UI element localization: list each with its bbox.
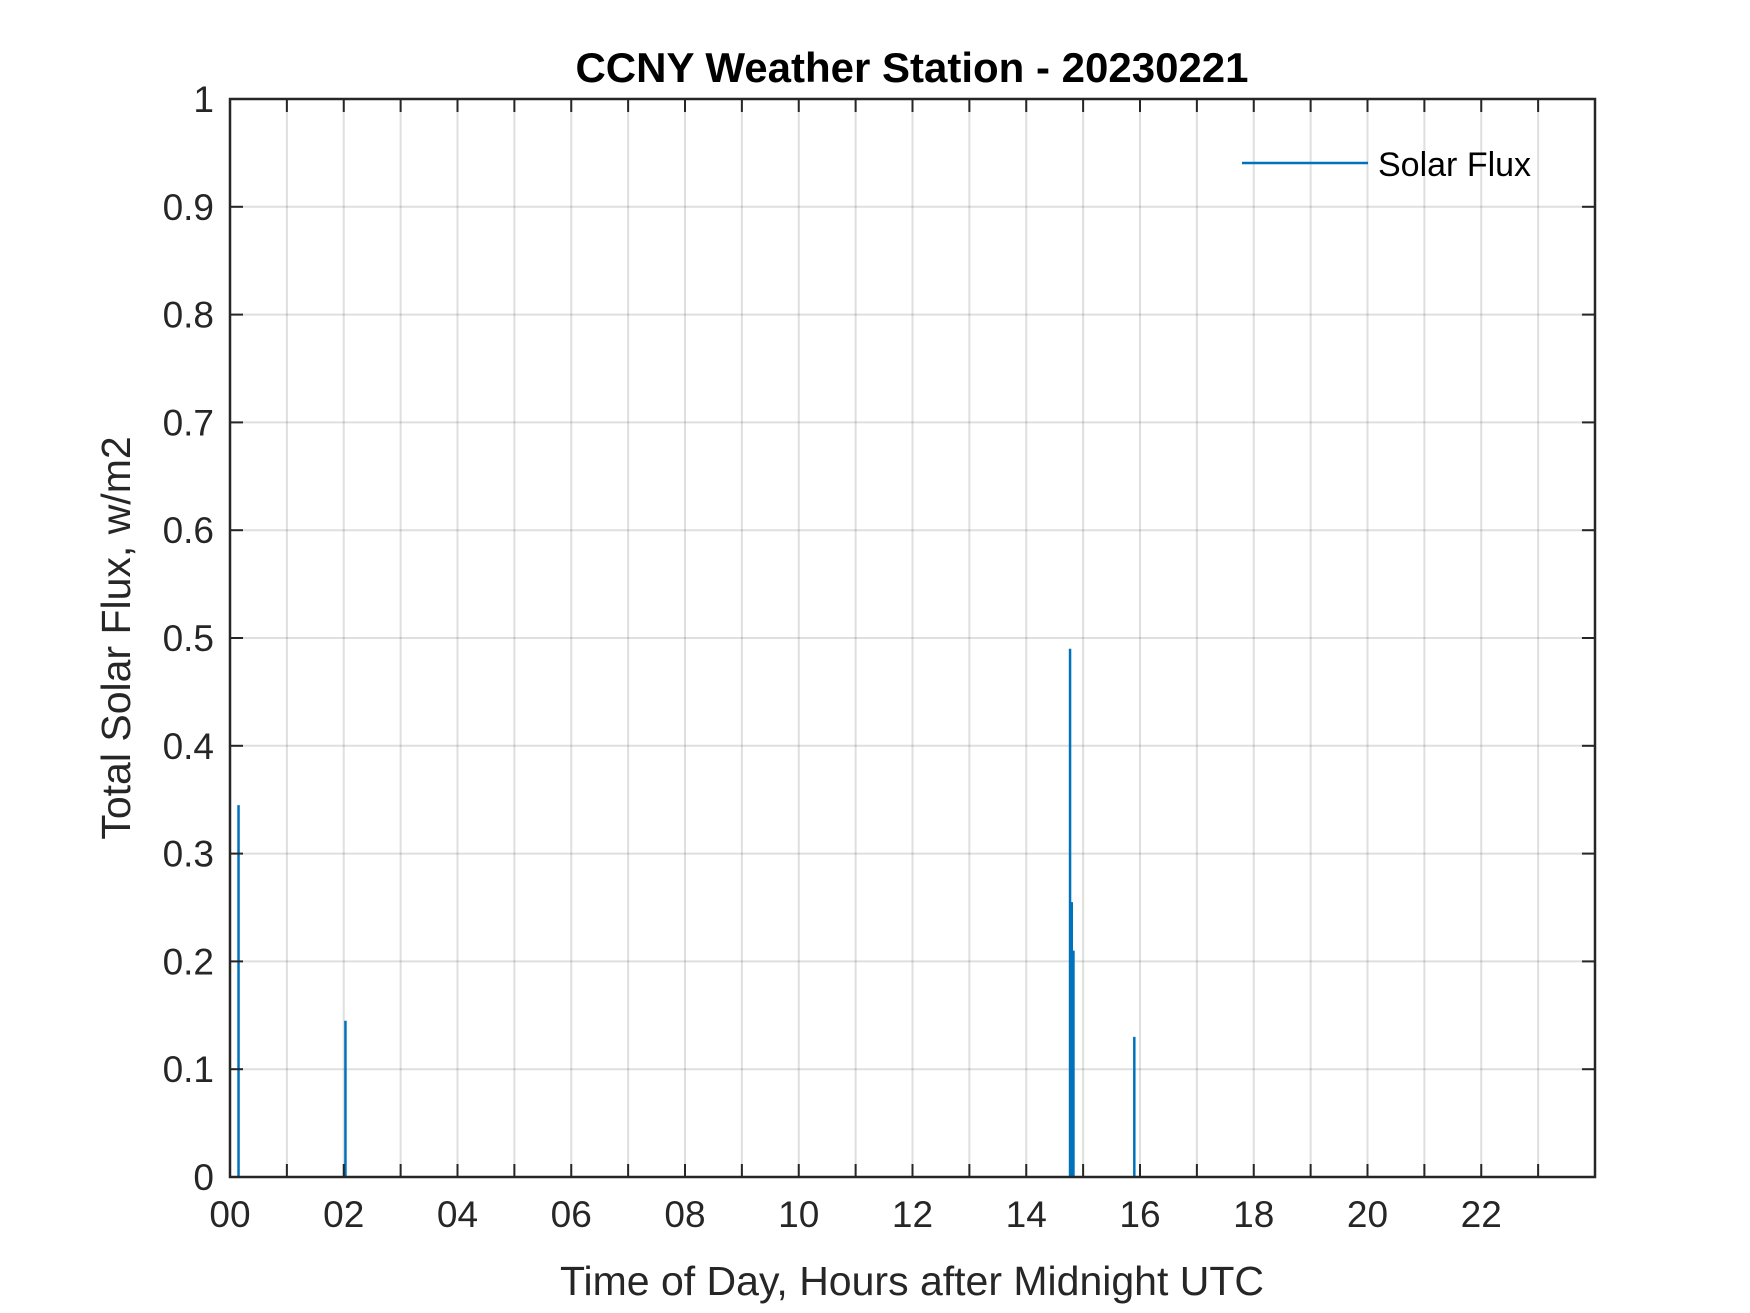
x-tick-label: 10 xyxy=(778,1194,819,1235)
y-tick-label: 0.3 xyxy=(163,834,214,875)
x-tick-label: 20 xyxy=(1347,1194,1388,1235)
x-tick-label: 02 xyxy=(323,1194,364,1235)
axes xyxy=(228,97,1597,1179)
y-tick-label: 0.8 xyxy=(163,295,214,336)
y-axis-label: Total Solar Flux, w/m2 xyxy=(93,436,139,839)
legend-label-solar-flux: Solar Flux xyxy=(1378,146,1531,184)
x-tick-label: 16 xyxy=(1119,1194,1160,1235)
plot-background xyxy=(230,99,1595,1177)
tick-labels: 00 02 04 06 08 10 12 14 16 18 20 22 0 0.1 0.2 0.3 0.4 0.5… xyxy=(163,79,1502,1235)
grid xyxy=(230,99,1595,1177)
y-tick-label: 0.6 xyxy=(163,510,214,551)
y-tick-label: 0.1 xyxy=(163,1049,214,1090)
y-tick-label: 0 xyxy=(193,1157,214,1198)
y-tick-label: 1 xyxy=(193,79,214,120)
chart-title: CCNY Weather Station - 20230221 xyxy=(575,44,1248,91)
x-tick-label: 04 xyxy=(437,1194,478,1235)
x-tick-label: 12 xyxy=(892,1194,933,1235)
x-tick-label: 18 xyxy=(1233,1194,1274,1235)
x-tick-label: 22 xyxy=(1461,1194,1502,1235)
x-tick-label: 08 xyxy=(664,1194,705,1235)
legend: Solar Flux xyxy=(1242,146,1531,184)
y-tick-label: 0.5 xyxy=(163,618,214,659)
y-tick-label: 0.7 xyxy=(163,402,214,443)
x-tick-label: 00 xyxy=(209,1194,250,1235)
x-tick-label: 06 xyxy=(551,1194,592,1235)
y-tick-label: 0.4 xyxy=(163,726,214,767)
y-tick-label: 0.9 xyxy=(163,187,214,228)
x-axis-label: Time of Day, Hours after Midnight UTC xyxy=(560,1258,1264,1304)
x-tick-label: 14 xyxy=(1006,1194,1047,1235)
series-solar-flux xyxy=(237,648,1136,1177)
y-tick-label: 0.2 xyxy=(163,941,214,982)
